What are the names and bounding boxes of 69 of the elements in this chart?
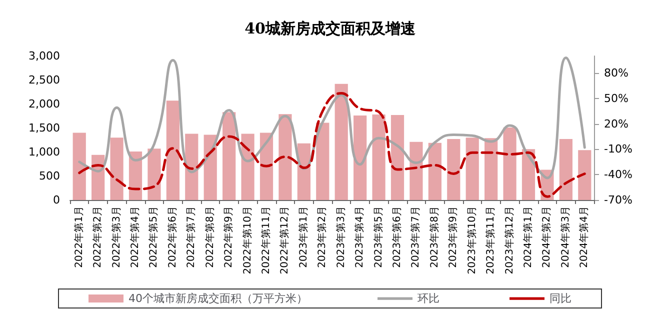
x-tick-label: 2022年第5月 [148, 206, 160, 268]
bar [503, 128, 516, 200]
bar [72, 132, 86, 200]
y-tick-label: 1,000 [28, 146, 60, 158]
x-tick-label: 2022年第9月 [222, 206, 235, 268]
y2-tick-label: 50% [604, 92, 628, 105]
bar [466, 138, 479, 200]
x-tick-label: 2022年第4月 [129, 206, 141, 268]
x-tick-label: 2024年第4月 [578, 206, 590, 268]
x-tick-label: 2023年第8月 [428, 206, 440, 268]
x-tick-label: 2023年第11月 [484, 206, 497, 274]
x-tick-label: 2023年第4月 [354, 206, 366, 268]
x-tick-label: 2022年第6月 [166, 206, 178, 268]
y2-tick-label: 20% [604, 117, 628, 130]
x-tick-label: 2022年第1月 [72, 206, 85, 268]
x-tick-label: 2023年第1月 [297, 206, 310, 268]
bar [278, 114, 292, 200]
bar [390, 115, 404, 200]
y2-tick-label: -10% [604, 142, 632, 156]
x-tick-label: 2023年第10月 [466, 206, 478, 274]
bar [354, 116, 367, 200]
x-tick-label: 2022年第2月 [92, 206, 104, 268]
x-tick-label: 2023年第2月 [316, 206, 328, 268]
x-tick-label: 2022年第12月 [278, 206, 291, 274]
x-tick-label: 2022年第11月 [260, 206, 272, 274]
bar [578, 150, 592, 200]
bar [166, 100, 180, 200]
x-tick-label: 2022年第7月 [185, 206, 198, 268]
bar [110, 138, 124, 200]
legend-label: 同比 [550, 292, 572, 305]
legend-label: 40个城市新房成交面积（万平方米） [128, 292, 308, 305]
legend-label: 环比 [418, 292, 440, 305]
bar [410, 142, 423, 200]
x-tick-label: 2024年第2月 [540, 206, 553, 268]
bar [204, 134, 217, 200]
bar [241, 134, 254, 200]
y2-tick-label: -70% [604, 194, 632, 206]
bar [316, 122, 330, 200]
y-tick-label: 3,000 [28, 50, 60, 62]
x-tick-label: 2024年第3月 [559, 206, 572, 268]
y-tick-label: 500 [39, 170, 60, 182]
y2-tick-label: 80% [604, 66, 628, 80]
bar [185, 134, 198, 200]
bar [428, 142, 442, 200]
x-tick-label: 2022年第8月 [204, 206, 216, 268]
bar [559, 139, 572, 200]
bar [447, 139, 460, 200]
x-tick-label: 2024年第1月 [522, 206, 534, 268]
bar [222, 112, 236, 200]
line-series [78, 92, 586, 198]
line-series [78, 56, 586, 180]
y-tick-label: 2,000 [28, 98, 60, 110]
y-tick-label: 0 [53, 194, 60, 206]
chart-title: 40城新房成交面积及增速 [244, 20, 416, 38]
x-tick-label: 2022年第3月 [110, 206, 122, 268]
x-tick-label: 2023年第7月 [410, 206, 422, 268]
x-tick-label: 2023年第6月 [391, 206, 403, 268]
x-tick-label: 2022年第10月 [241, 206, 254, 274]
y2-tick-label: -40% [604, 168, 632, 182]
bar [372, 114, 386, 200]
bar [148, 148, 161, 200]
x-tick-label: 2023年第12月 [503, 206, 516, 274]
y-tick-label: 2,500 [28, 74, 60, 86]
x-tick-label: 2023年第9月 [447, 206, 460, 268]
bar [334, 84, 348, 200]
x-tick-label: 2023年第3月 [334, 206, 347, 268]
bar [484, 138, 498, 200]
y-tick-label: 1,500 [28, 122, 60, 134]
x-tick-label: 2023年第5月 [372, 206, 384, 268]
